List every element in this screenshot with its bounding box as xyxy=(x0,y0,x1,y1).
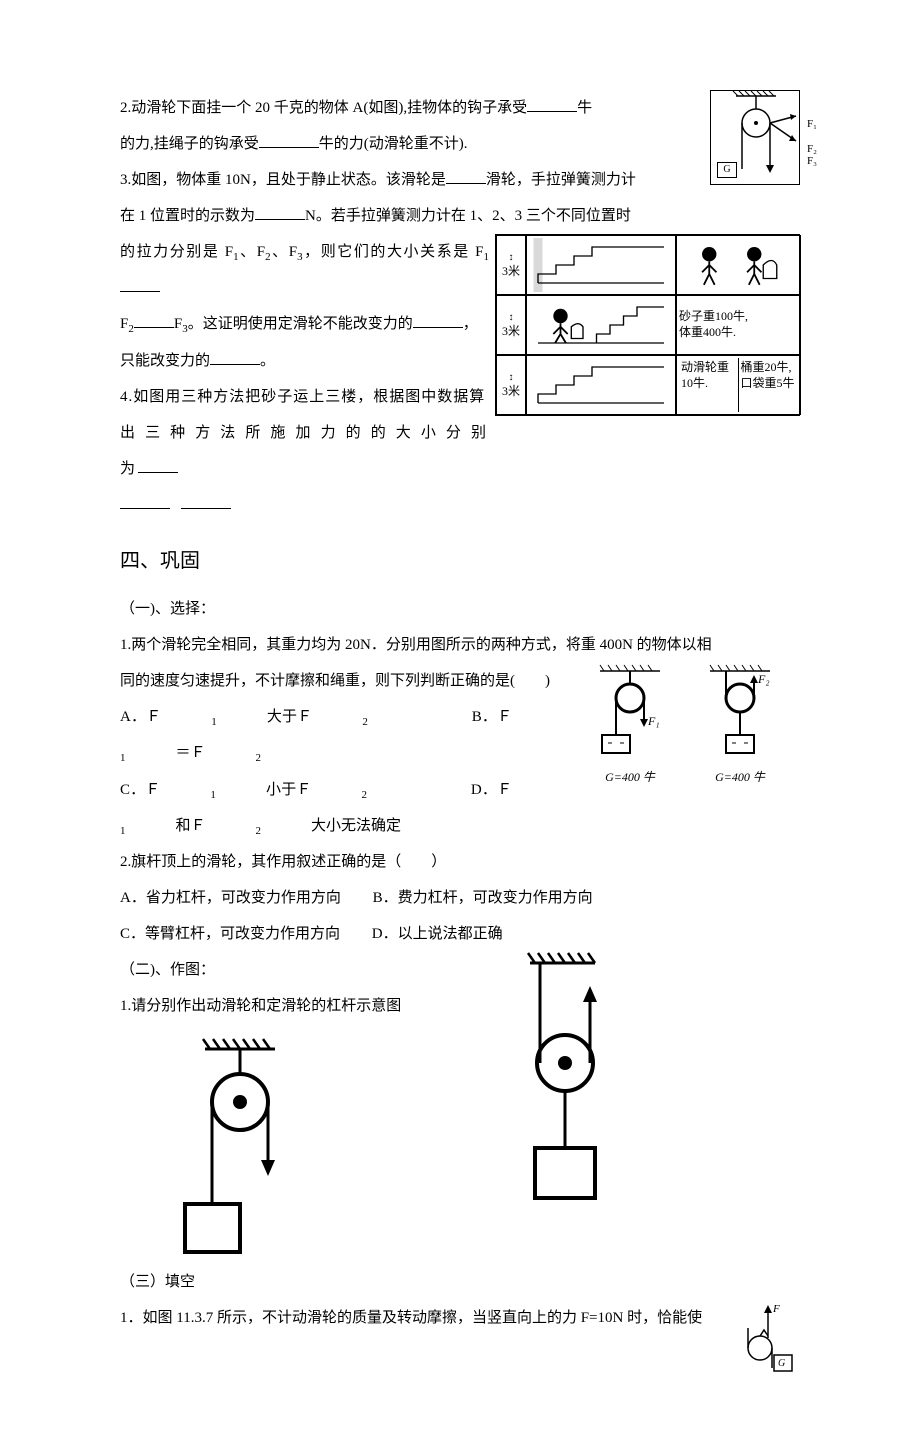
q4-side-1: ↕ 3米 xyxy=(496,235,526,295)
question-3-line5: 只能改变力的。 xyxy=(120,343,520,379)
s4-q2-stem: 2.旗杆顶上的滑轮，其作用叙述正确的是（ ） xyxy=(120,844,800,880)
blank xyxy=(527,97,577,112)
q4-side-2: ↕ 3米 xyxy=(496,295,526,355)
question-3-line3: 的拉力分别是 F1、F2、F3，则它们的大小关系是 F1 xyxy=(120,234,520,306)
s4-draw-q1: 1.请分别作出动滑轮和定滑轮的杠杆示意图 xyxy=(120,988,800,1024)
q4-panel-1b xyxy=(676,235,801,295)
blank xyxy=(138,458,178,473)
s4-q1-stem: 1.两个滑轮完全相同，其重力均为 20N．分别用图所示的两种方式，将重 400N… xyxy=(120,627,800,663)
blank xyxy=(120,494,170,509)
s4-fill-q1: 1．如图 11.3.7 所示，不计动滑轮的质量及转动摩擦，当竖直向上的力 F=1… xyxy=(120,1300,800,1336)
q4-panel-3b: 动滑轮重 10牛. 桶重20牛, 口袋重5牛 xyxy=(676,355,801,415)
question-2-line2: 的力,挂绳子的钩承受牛的力(动滑轮重不计). xyxy=(120,126,800,162)
diagram-fixed-pulley xyxy=(180,1034,300,1254)
q4-side-3: ↕ 3米 xyxy=(496,355,526,415)
figure-s4-q1: F₁ G=400 牛 F₂ G=400 牛 xyxy=(570,663,800,792)
blank xyxy=(210,350,260,365)
section-4-sub1: （一)、选择： xyxy=(120,591,800,627)
q4-panel-3 xyxy=(526,355,676,415)
figure-q4-methods: ↕ 3米 ↕ 3米 xyxy=(495,234,800,416)
svg-text:F: F xyxy=(772,1303,780,1315)
s4-q2-options-cd: C．等臂杠杆，可改变力作用方向 D．以上说法都正确 xyxy=(120,916,800,952)
figure-q3-pulley: F₁ F₂ F₃ G xyxy=(710,90,800,185)
svg-text:F₂: F₂ xyxy=(757,672,770,686)
q4-panel-2b: 砂子重100牛, 体重400牛. xyxy=(676,295,801,355)
blank xyxy=(181,494,231,509)
blank xyxy=(413,313,463,328)
svg-text:G: G xyxy=(778,1358,785,1369)
q4-panel-1 xyxy=(526,235,676,295)
question-3-line2: 在 1 位置时的示数为N。若手拉弹簧测力计在 1、2、3 三个不同位置时 xyxy=(120,198,800,234)
question-4-line2: 出 三 种 方 法 所 施 加 力 的 的 大 小 分 别 为 xyxy=(120,415,520,487)
question-3-line4: F2F3。这证明使用定滑轮不能改变力的， xyxy=(120,306,520,342)
blank xyxy=(134,313,174,328)
blank xyxy=(255,205,305,220)
blank xyxy=(120,277,160,292)
s4-q2-options-ab: A．省力杠杆，可改变力作用方向 B．费力杠杆，可改变力作用方向 xyxy=(120,880,800,916)
section-4-title: 四、巩固 xyxy=(120,537,800,585)
blank xyxy=(446,169,486,184)
blank xyxy=(259,133,319,148)
figure-fill-q1: F G xyxy=(730,1300,800,1390)
question-3: 3.如图，物体重 10N，且处于静止状态。该滑轮是滑轮，手拉弹簧测力计 xyxy=(120,162,800,198)
section-4-sub3: （三）填空 xyxy=(120,1264,800,1300)
figure-q3-label-g: G xyxy=(717,162,737,178)
figure-q3-label-f3: F₃ xyxy=(807,148,817,174)
figure-q3-label-f1: F₁ xyxy=(807,111,817,137)
section-4-sub2: （二)、作图： xyxy=(120,952,800,988)
question-4-line3 xyxy=(120,487,800,523)
svg-text:F₁: F₁ xyxy=(647,714,660,728)
question-4: 4.如图用三种方法把砂子运上三楼，根据图中数据算 xyxy=(120,379,520,415)
question-2: 2.动滑轮下面挂一个 20 千克的物体 A(如图),挂物体的钩子承受牛 xyxy=(120,90,800,126)
q4-panel-2 xyxy=(526,295,676,355)
diagram-movable-pulley-top xyxy=(500,948,630,1208)
